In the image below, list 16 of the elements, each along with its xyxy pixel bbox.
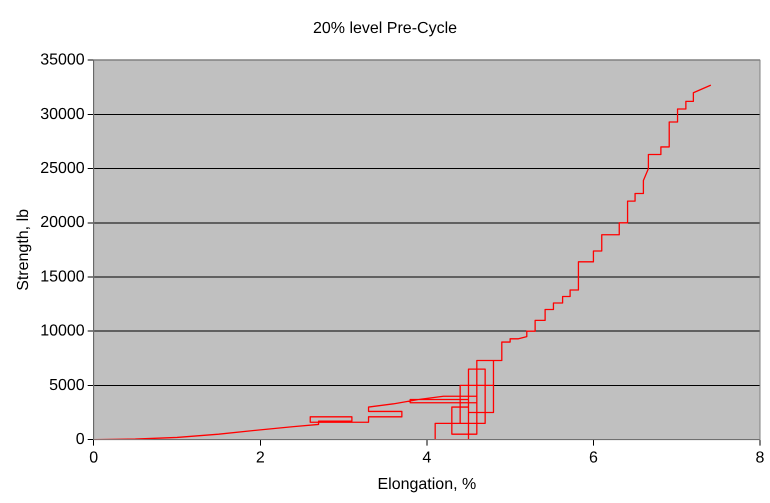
y-tick-label: 30000 <box>40 106 85 123</box>
x-tick-label: 8 <box>756 450 765 467</box>
y-tick-label: 10000 <box>40 322 85 340</box>
y-axis-title: Strength, lb <box>15 208 32 291</box>
x-tick-label: 6 <box>588 450 598 467</box>
y-tick-label: 0 <box>76 431 85 448</box>
y-tick-label: 15000 <box>40 268 85 286</box>
y-tick-label: 20000 <box>40 214 85 232</box>
chart-title: 20% level Pre-Cycle <box>312 20 458 38</box>
x-tick-label: 2 <box>256 450 265 467</box>
y-tick-label: 25000 <box>40 160 85 178</box>
x-tick-label: 4 <box>422 450 432 467</box>
x-axis-title: Elongation, % <box>377 476 476 493</box>
y-tick-label: 35000 <box>40 52 85 69</box>
x-tick-label: 0 <box>89 450 98 467</box>
y-tick-label: 5000 <box>49 376 85 394</box>
